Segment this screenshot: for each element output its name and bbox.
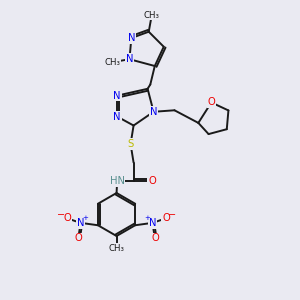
Text: N: N — [126, 54, 133, 64]
Text: CH₃: CH₃ — [144, 11, 160, 20]
Text: CH₃: CH₃ — [109, 244, 124, 253]
Text: −: − — [168, 210, 177, 220]
Text: −: − — [56, 210, 65, 220]
Text: N: N — [77, 218, 84, 228]
Text: O: O — [148, 176, 156, 186]
Text: +: + — [83, 215, 88, 221]
Text: N: N — [128, 33, 135, 43]
Text: S: S — [128, 139, 134, 149]
Text: O: O — [208, 98, 215, 107]
Text: N: N — [150, 107, 157, 117]
Text: CH₃: CH₃ — [104, 58, 120, 67]
Text: O: O — [162, 213, 170, 224]
Text: N: N — [113, 112, 121, 122]
Text: +: + — [145, 215, 150, 221]
Text: N: N — [149, 218, 156, 228]
Text: O: O — [74, 233, 82, 243]
Text: HN: HN — [110, 176, 125, 186]
Text: N: N — [113, 91, 121, 101]
Text: O: O — [151, 233, 159, 243]
Text: O: O — [63, 213, 71, 224]
